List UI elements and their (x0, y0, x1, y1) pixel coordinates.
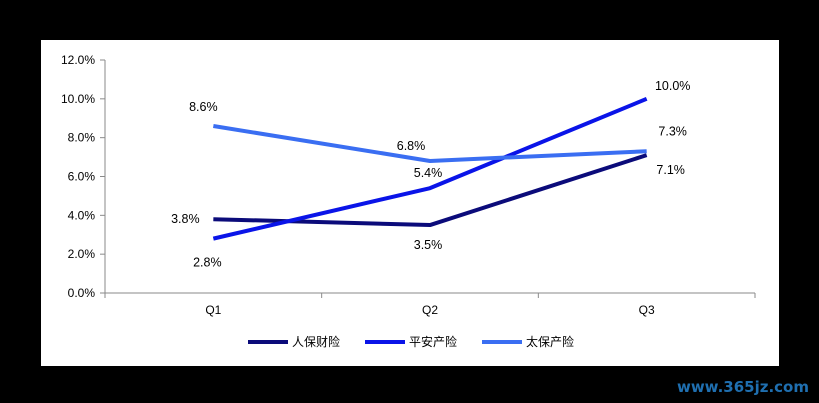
data-label: 2.8% (193, 256, 222, 270)
data-label: 7.1% (656, 163, 685, 177)
legend-label: 平安产险 (409, 334, 457, 349)
y-tick-label: 10.0% (61, 92, 95, 106)
x-tick-label: Q2 (422, 303, 438, 317)
data-label: 5.4% (414, 166, 443, 180)
data-label: 3.5% (414, 238, 443, 252)
data-label: 3.8% (171, 212, 200, 226)
x-tick-label: Q3 (639, 303, 655, 317)
legend: 人保财险 平安产险 太保产险 (248, 334, 574, 349)
chart-panel (41, 40, 779, 366)
series-lines (212, 96, 648, 241)
data-label: 8.6% (189, 100, 218, 114)
x-tick-label: Q1 (205, 303, 221, 317)
data-label: 7.3% (658, 124, 687, 138)
legend-label: 太保产险 (526, 334, 574, 349)
y-tick-label: 6.0% (68, 170, 96, 184)
y-axis: 0.0% 2.0% 4.0% 6.0% 8.0% 10.0% 12.0% (61, 53, 106, 300)
data-labels: 3.8% 3.5% 7.1% 2.8% 5.4% 10.0% 8.6% 6.8% 7.3% (171, 79, 690, 270)
watermark: www.365jz.com (677, 378, 809, 396)
y-tick-label: 8.0% (68, 131, 96, 145)
data-label: 6.8% (397, 139, 426, 153)
y-tick-label: 12.0% (61, 53, 95, 67)
legend-label: 人保财险 (292, 334, 340, 349)
y-tick-label: 0.0% (68, 286, 96, 300)
y-tick-label: 2.0% (68, 247, 96, 261)
series-line (212, 96, 648, 241)
data-label: 10.0% (655, 79, 690, 93)
y-tick-label: 4.0% (68, 208, 96, 222)
x-axis: Q1 Q2 Q3 (104, 292, 756, 317)
series-line (213, 124, 647, 163)
